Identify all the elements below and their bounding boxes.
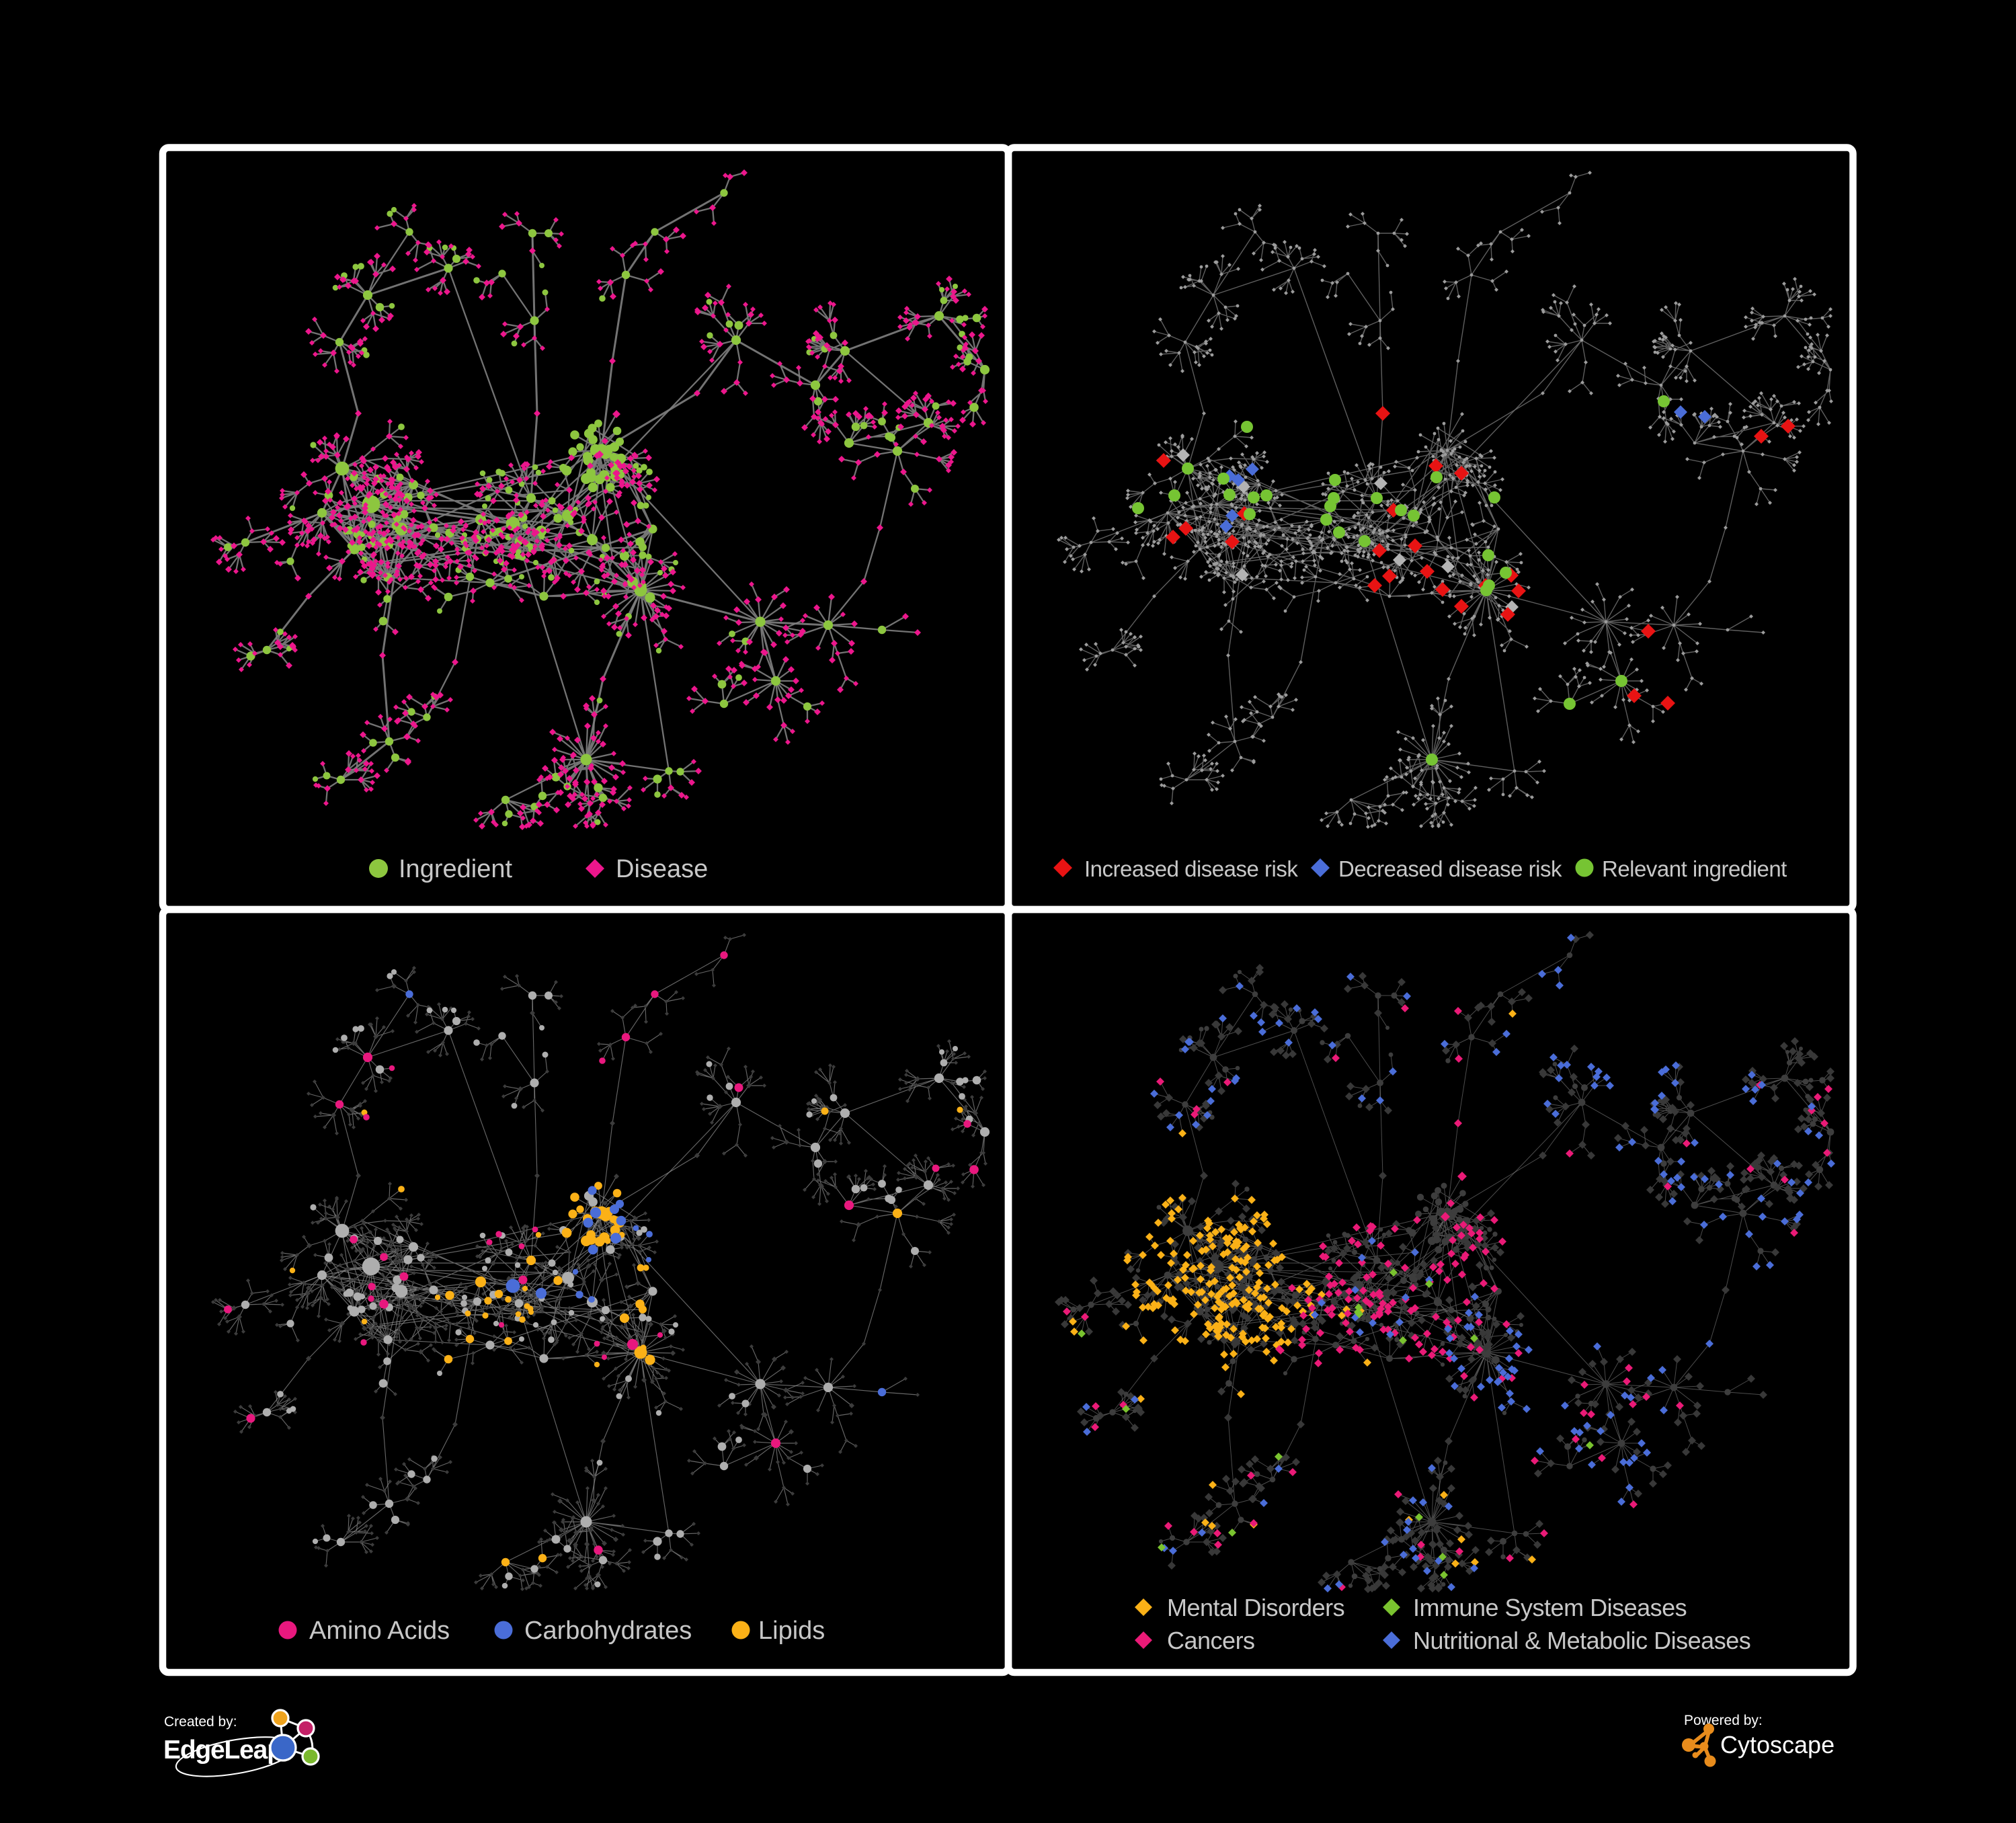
svg-text:Nutritional & Metabolic Diseas: Nutritional & Metabolic Diseases [1413, 1627, 1750, 1654]
svg-text:EdgeLeap: EdgeLeap [163, 1736, 282, 1765]
svg-text:Increased disease risk: Increased disease risk [1084, 856, 1298, 881]
svg-text:Ingredient: Ingredient [399, 855, 512, 883]
svg-text:Carbohydrates: Carbohydrates [524, 1617, 692, 1645]
svg-text:Mental Disorders: Mental Disorders [1167, 1594, 1344, 1621]
svg-text:Disease: Disease [616, 855, 708, 883]
svg-text:Cytoscape: Cytoscape [1720, 1731, 1834, 1758]
svg-text:Immune System Diseases: Immune System Diseases [1413, 1594, 1687, 1621]
svg-text:Powered by:: Powered by: [1684, 1713, 1763, 1728]
svg-text:Cancers: Cancers [1167, 1627, 1255, 1654]
svg-text:Relevant ingredient: Relevant ingredient [1602, 856, 1787, 881]
svg-text:Lipids: Lipids [758, 1617, 825, 1645]
svg-text:Amino Acids: Amino Acids [309, 1617, 450, 1645]
svg-text:Created by:: Created by: [164, 1714, 237, 1730]
svg-text:Decreased disease risk: Decreased disease risk [1338, 856, 1562, 881]
